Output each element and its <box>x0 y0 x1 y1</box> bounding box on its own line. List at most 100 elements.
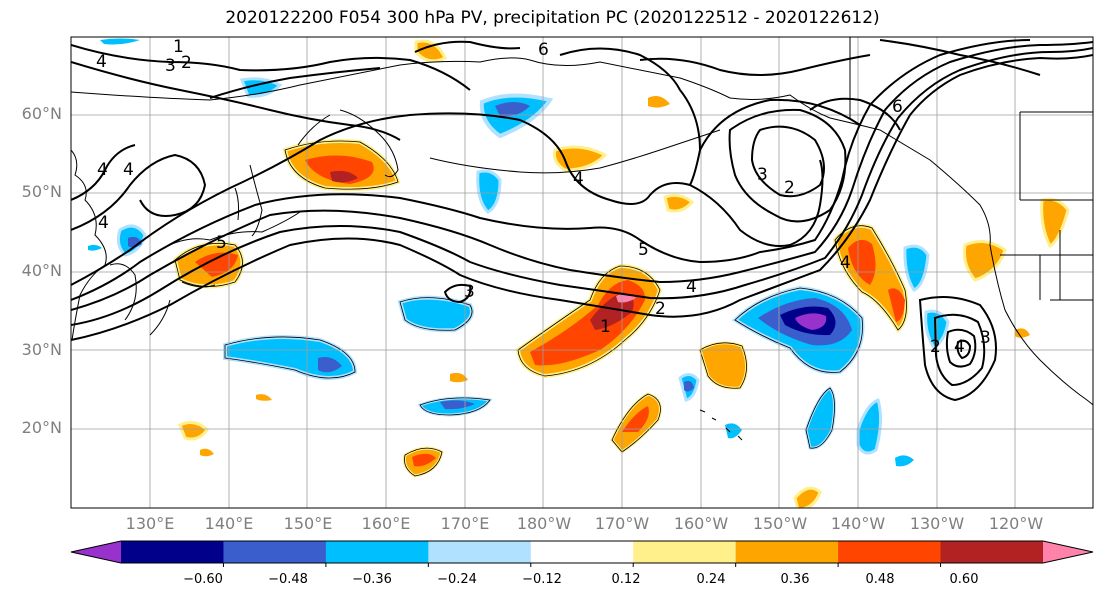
contour-label: 3 <box>980 328 991 348</box>
precip-blob <box>648 96 670 108</box>
coastline-aleutians <box>429 129 721 174</box>
precip-blob <box>495 102 530 117</box>
contour-label: 1 <box>600 317 611 337</box>
precip-blob <box>848 239 876 285</box>
lat-label: 50°N <box>21 182 62 201</box>
precip-blob <box>128 236 142 248</box>
precip-shading-positive <box>172 39 1070 508</box>
lat-label: 40°N <box>21 261 62 280</box>
colorbar-segment <box>530 541 634 563</box>
pv-contour <box>71 144 136 201</box>
precip-blob <box>223 334 358 381</box>
lon-label: 140°E <box>204 514 254 533</box>
precip-outline <box>404 447 443 477</box>
precip-outline <box>834 225 907 331</box>
precip-blob <box>440 400 475 410</box>
precip-outlines <box>174 140 907 477</box>
precip-blob <box>888 288 905 322</box>
precip-outline <box>284 140 399 190</box>
lat-label: 30°N <box>21 340 62 359</box>
colorbar-extend-min <box>71 541 121 563</box>
precip-blob <box>895 455 914 467</box>
colorbar-segment <box>735 541 839 563</box>
precip-blob <box>622 406 649 432</box>
lon-label: 140°W <box>830 514 886 533</box>
pv-contour <box>71 47 1093 326</box>
pv-contour <box>933 313 986 387</box>
precip-blob <box>476 169 502 214</box>
contour-label: 4 <box>840 253 851 273</box>
us-states <box>1000 111 1093 301</box>
pv-contour <box>809 97 901 131</box>
colorbar-tick-label: −0.48 <box>268 572 308 587</box>
contour-labels: 1 3 2 4 6 4 4 4 5 4 3 2 1 5 3 4 3 2 6 4 … <box>96 37 991 357</box>
contour-label: 2 <box>181 53 192 73</box>
precip-blob <box>553 145 608 172</box>
lon-label: 130°E <box>125 514 175 533</box>
pv-contour <box>699 98 861 151</box>
colorbar-tick-label: 0.60 <box>949 572 979 587</box>
contour-label: 3 <box>165 56 176 76</box>
contour-label: 6 <box>892 97 903 117</box>
precip-outline <box>517 265 661 377</box>
lon-label: 150°W <box>752 514 808 533</box>
precip-blob <box>795 313 827 330</box>
colorbar-segment <box>428 541 532 563</box>
pv-contour <box>71 61 401 141</box>
precip-blob <box>88 244 102 251</box>
map-frame <box>70 36 1094 509</box>
precip-outline <box>224 336 356 379</box>
pv-contour <box>71 44 471 91</box>
precip-outline <box>699 342 747 389</box>
precip-blob <box>1015 328 1030 338</box>
lon-label: 160°E <box>361 514 411 533</box>
coastline-alaska <box>529 59 1093 406</box>
contour-label: 5 <box>216 233 227 253</box>
contour-label: 2 <box>655 299 666 319</box>
lon-label: 120°W <box>988 514 1044 533</box>
precip-blob <box>530 280 646 366</box>
pv-contour <box>639 54 871 76</box>
precip-blob <box>684 380 694 392</box>
pv-contour <box>71 39 1031 301</box>
pv-contours <box>71 39 1093 402</box>
pv-contour <box>71 112 824 286</box>
precip-blob <box>1040 197 1070 249</box>
coastline-korea-japan <box>109 211 301 336</box>
contour-label: 4 <box>954 337 965 357</box>
contour-label: 6 <box>538 40 549 60</box>
pv-contour <box>750 125 825 198</box>
lon-label: 170°E <box>440 514 490 533</box>
precip-shading-negative <box>88 38 950 467</box>
precip-blob <box>200 448 214 457</box>
colorbar-segment <box>121 541 224 563</box>
precip-blob <box>414 39 448 63</box>
precip-blob <box>330 170 358 183</box>
precip-blob <box>412 453 436 467</box>
coastline-siberia <box>71 57 531 101</box>
contour-label: 4 <box>573 169 584 189</box>
colorbar-tick-label: −0.24 <box>437 572 477 587</box>
contour-label: 4 <box>98 213 109 233</box>
pv-contour <box>71 41 1093 311</box>
map-content: 1 3 2 4 6 4 4 4 5 4 3 2 1 5 3 4 3 2 6 4 … <box>71 37 1093 508</box>
coastline-kamchatka <box>297 109 399 178</box>
contour-label: 3 <box>757 165 768 185</box>
contour-label: 4 <box>123 160 134 180</box>
hawaii-islands <box>699 409 743 441</box>
lon-label: 160°W <box>673 514 729 533</box>
contour-label: 4 <box>97 160 108 180</box>
precip-blob <box>903 244 930 292</box>
lon-label: 130°W <box>909 514 965 533</box>
contour-label: 2 <box>784 178 795 198</box>
precip-blob <box>963 239 1007 282</box>
precip-blob <box>450 372 468 383</box>
pv-contour <box>945 328 977 368</box>
contour-label: 4 <box>686 277 697 297</box>
contour-label: 5 <box>638 240 649 260</box>
precip-blob <box>856 397 883 455</box>
colorbar-tick-label: −0.12 <box>522 572 562 587</box>
precip-outline <box>419 397 491 416</box>
colorbar-segment <box>633 541 737 563</box>
